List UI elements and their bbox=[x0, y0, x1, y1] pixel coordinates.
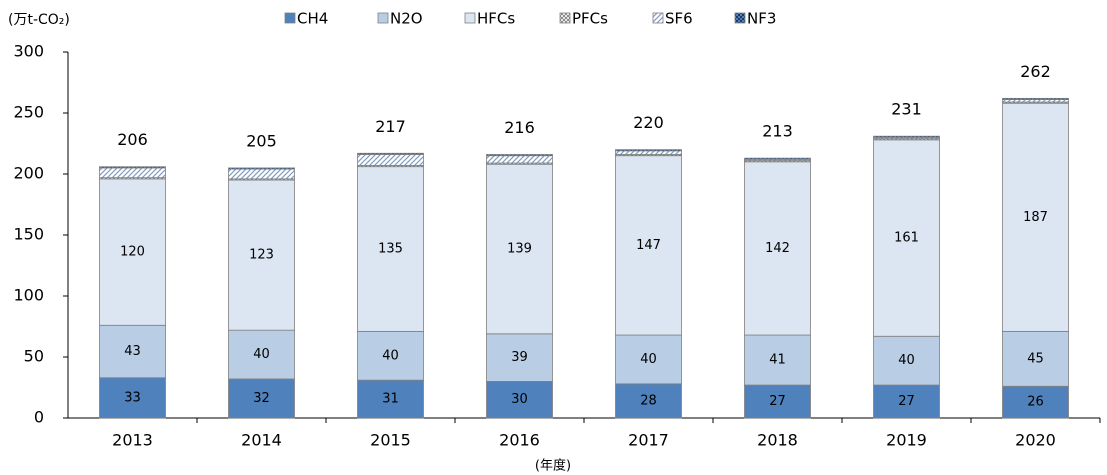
bar-segment bbox=[486, 155, 553, 164]
bar-segment bbox=[486, 154, 553, 157]
bar-segment bbox=[744, 161, 811, 336]
total-label: 217 bbox=[375, 117, 406, 136]
bar-segment bbox=[744, 157, 811, 160]
value-label: 32 bbox=[253, 391, 270, 406]
legend-label: SF6 bbox=[665, 10, 693, 28]
x-tick-label: 2014 bbox=[241, 431, 282, 450]
total-label: 205 bbox=[246, 131, 277, 150]
value-label: 147 bbox=[636, 238, 661, 253]
value-label: 40 bbox=[253, 347, 270, 362]
y-tick-label: 0 bbox=[34, 408, 44, 427]
value-label: 33 bbox=[124, 390, 141, 405]
legend-swatch bbox=[377, 12, 389, 24]
value-label: 45 bbox=[1027, 351, 1044, 366]
value-label: 40 bbox=[382, 348, 399, 363]
x-tick-label: 2016 bbox=[499, 431, 540, 450]
x-tick-label: 2020 bbox=[1015, 431, 1056, 450]
bar-segment bbox=[357, 330, 424, 381]
legend-label: N2O bbox=[390, 10, 423, 28]
y-tick-label: 200 bbox=[13, 164, 44, 183]
value-label: 27 bbox=[898, 394, 915, 409]
x-tick-label: 2017 bbox=[628, 431, 669, 450]
x-axis-title: (年度) bbox=[535, 458, 571, 474]
value-label: 142 bbox=[765, 241, 790, 256]
value-label: 41 bbox=[769, 353, 786, 368]
bar-segment bbox=[357, 166, 424, 332]
bar-segment bbox=[99, 167, 166, 179]
bar-segment bbox=[873, 135, 940, 138]
x-tick-label: 2018 bbox=[757, 431, 798, 450]
legend-swatch bbox=[652, 12, 664, 24]
y-tick-label: 100 bbox=[13, 286, 44, 305]
legend-swatch bbox=[464, 12, 476, 24]
value-label: 123 bbox=[249, 248, 274, 263]
bar-segment bbox=[99, 324, 166, 379]
value-label: 27 bbox=[769, 394, 786, 409]
y-tick-label: 300 bbox=[13, 42, 44, 61]
y-tick-label: 50 bbox=[24, 347, 44, 366]
value-label: 39 bbox=[511, 350, 528, 365]
legend-swatch bbox=[559, 12, 571, 24]
value-label: 40 bbox=[640, 352, 657, 367]
value-label: 135 bbox=[378, 242, 403, 257]
bar-segment bbox=[228, 168, 295, 180]
value-label: 43 bbox=[124, 344, 141, 359]
y-tick-label: 250 bbox=[13, 103, 44, 122]
total-label: 220 bbox=[633, 113, 664, 132]
bar-segment bbox=[744, 334, 811, 386]
legend-label: PFCs bbox=[572, 10, 608, 28]
bar-segment bbox=[99, 166, 166, 169]
total-label: 206 bbox=[117, 130, 148, 149]
value-label: 161 bbox=[894, 231, 919, 246]
bar-segment bbox=[744, 384, 811, 419]
bar-segment bbox=[486, 380, 553, 419]
value-label: 40 bbox=[898, 353, 915, 368]
value-label: 31 bbox=[382, 392, 399, 407]
bar-segment bbox=[615, 383, 682, 419]
total-label: 231 bbox=[891, 100, 922, 119]
bar-segment bbox=[486, 163, 553, 335]
legend-swatch bbox=[734, 12, 746, 24]
bar-segment bbox=[873, 335, 940, 386]
legend-label: CH4 bbox=[297, 10, 328, 28]
bar-segment bbox=[873, 139, 940, 337]
total-label: 262 bbox=[1020, 62, 1051, 81]
value-label: 30 bbox=[511, 392, 528, 407]
x-tick-label: 2015 bbox=[370, 431, 411, 450]
bar-segment bbox=[1002, 385, 1069, 419]
total-label: 216 bbox=[504, 118, 535, 137]
legend-label: NF3 bbox=[747, 10, 776, 28]
bar-segment bbox=[99, 178, 166, 326]
x-tick-label: 2019 bbox=[886, 431, 927, 450]
bar-segment bbox=[486, 333, 553, 382]
value-label: 26 bbox=[1027, 395, 1044, 410]
bar-segment bbox=[615, 334, 682, 385]
bar-segment bbox=[228, 179, 295, 331]
total-label: 213 bbox=[762, 122, 793, 141]
y-tick-label: 150 bbox=[13, 225, 44, 244]
bar-segment bbox=[615, 149, 682, 152]
bar-segment bbox=[228, 329, 295, 380]
y-axis-title: (万t-CO₂) bbox=[8, 12, 70, 28]
bar-segment bbox=[615, 155, 682, 336]
legend-swatch bbox=[284, 12, 296, 24]
value-label: 120 bbox=[120, 245, 145, 260]
bar-segment bbox=[1002, 330, 1069, 387]
bar-segment bbox=[1002, 97, 1069, 100]
value-label: 28 bbox=[640, 393, 657, 408]
bar-segment bbox=[1002, 102, 1069, 332]
legend-label: HFCs bbox=[477, 10, 515, 28]
bar-segment bbox=[357, 154, 424, 166]
value-label: 187 bbox=[1023, 210, 1048, 225]
bar-segment bbox=[228, 167, 295, 170]
bar-segment bbox=[228, 378, 295, 419]
bar-segment bbox=[615, 150, 682, 155]
value-label: 139 bbox=[507, 242, 532, 257]
x-tick-label: 2013 bbox=[112, 431, 153, 450]
bar-segment bbox=[357, 152, 424, 155]
